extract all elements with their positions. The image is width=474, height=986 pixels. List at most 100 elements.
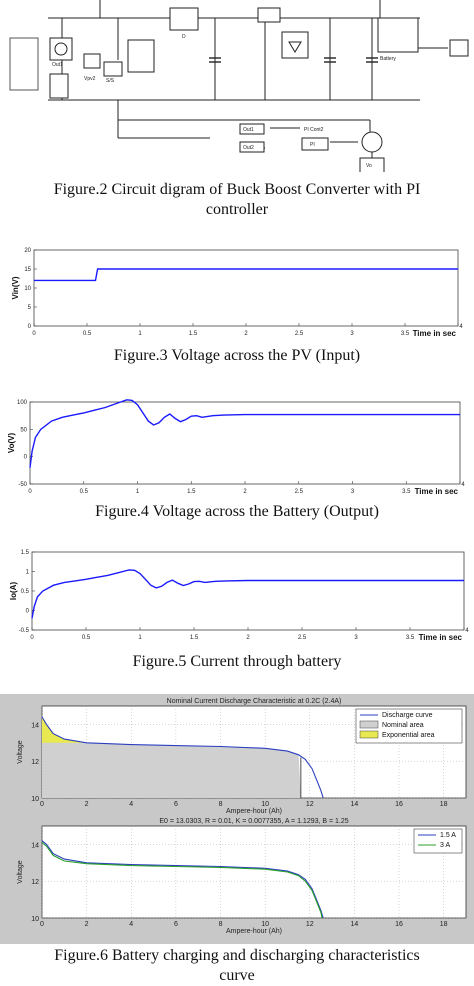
circuit-label-out1: Out1: [52, 62, 63, 68]
figure-5-caption: Figure.5 Current through battery: [132, 653, 342, 670]
circuit-label-pi: PI: [310, 142, 315, 148]
io-chart: 0 0.5 1 1.5 2 2.5 3 3.54-0.500.511.5Io(A)Time i…: [9, 550, 469, 642]
legend-swatch: [359, 720, 379, 729]
x-tick-label: 10: [261, 801, 269, 808]
x-tick-label: 16: [395, 801, 403, 808]
y-tick-label: 0.5: [21, 589, 30, 595]
x-tick-label: 2.5: [295, 331, 304, 337]
plot-frame: [31, 551, 465, 631]
circuit-label-pi-cont2: PI Cont2: [304, 127, 324, 133]
x-tick-label: 3: [354, 635, 358, 641]
x-tick-label: 1.5: [187, 489, 196, 495]
x-tick-label: 14: [351, 801, 359, 808]
series-line: [29, 399, 460, 468]
legend-label: 1.5 A: [440, 832, 456, 839]
circuit-diagram: Out1 Vpv2 S/S D Battery PI Cont2 PI Vo O…: [9, 0, 469, 175]
x-axis-label: Ampere-hour (Ah): [226, 928, 282, 935]
x-tick-label: 2: [243, 489, 247, 495]
x-tick-label: 1: [138, 331, 142, 337]
series-line: [31, 569, 464, 619]
figure-6-caption: Figure.6 Battery charging and dischargin…: [0, 946, 474, 986]
x-tick-label: 1: [136, 489, 140, 495]
x-tick-label: 4: [461, 482, 465, 488]
y-tick-label: 15: [24, 267, 31, 273]
x-tick-label: 14: [351, 921, 359, 928]
x-tick-label: 2: [244, 331, 248, 337]
circuit-label-vpv2: Vpv2: [84, 76, 96, 82]
x-tick-label: 0.5: [82, 635, 91, 641]
y-tick-label: 10: [31, 916, 39, 923]
legend-label: 3 A: [440, 842, 450, 849]
circuit-label-out2: Out2: [243, 145, 254, 151]
x-tick-label: 6: [174, 801, 178, 808]
y-tick-label: 5: [28, 305, 32, 311]
x-tick-label: 2: [246, 635, 250, 641]
y-tick-label: 1: [26, 570, 30, 576]
series-line: [41, 840, 324, 919]
figure-2-caption-line1: Figure.2 Circuit digram of Buck Boost Co…: [53, 181, 421, 198]
y-axis-label: Io(A): [9, 582, 18, 601]
circuit-label-d: D: [182, 34, 186, 40]
x-tick-label: 12: [306, 801, 314, 808]
legend-label: Discharge curve: [382, 712, 433, 719]
y-axis-label: Voltage: [17, 740, 24, 763]
x-tick-label: 0: [40, 921, 44, 928]
x-tick-label: 18: [440, 801, 448, 808]
x-tick-label: 10: [261, 921, 269, 928]
x-tick-label: 2.5: [298, 635, 307, 641]
y-tick-label: 50: [20, 427, 27, 433]
x-tick-label: 0: [28, 489, 32, 495]
y-tick-label: 12: [31, 879, 39, 886]
y-tick-label: -50: [18, 482, 27, 488]
x-axis-label: Ampere-hour (Ah): [226, 808, 282, 815]
y-tick-label: 1.5: [21, 550, 30, 556]
x-tick-label: 3.5: [406, 635, 415, 641]
figure-4-chart: 0 0.5 1 1.5 2 2.5 3 3.5 4 -50 0 50 100 Vo(V) Time in s…: [0, 396, 474, 502]
x-tick-label: 16: [395, 921, 403, 928]
plot-frame: [41, 825, 467, 919]
circuit-label-battery: Battery: [380, 56, 396, 62]
y-tick-label: 10: [31, 796, 39, 803]
x-tick-label: 0: [40, 801, 44, 808]
x-tick-label: 3.5: [401, 331, 410, 337]
y-tick-label: 10: [24, 286, 31, 292]
y-tick-label: 12: [31, 759, 39, 766]
figure-4-caption: Figure.4 Voltage across the Battery (Out…: [95, 503, 379, 520]
y-axis-label: Voltage: [17, 860, 24, 883]
figure-6-caption-line2: curve: [219, 967, 255, 984]
plot-frame: [29, 401, 461, 485]
y-tick-label: 20: [24, 248, 31, 254]
x-axis-label: Time in sec: [415, 487, 459, 496]
x-tick-label: 12: [306, 921, 314, 928]
circuit-label-ss: S/S: [106, 78, 115, 84]
x-tick-label: 3: [351, 489, 355, 495]
exponential-area: [42, 717, 87, 743]
figure-6-caption-line1: Figure.6 Battery charging and dischargin…: [54, 947, 420, 964]
x-tick-label: 1.5: [190, 635, 199, 641]
y-tick-label: 14: [31, 722, 39, 729]
y-axis-label: Vo(V): [7, 433, 16, 454]
x-axis-label: Time in sec: [413, 329, 457, 338]
legend-swatch: [359, 730, 379, 739]
y-tick-label: 14: [31, 842, 39, 849]
x-tick-label: 0: [30, 635, 34, 641]
legend-label: Nominal area: [382, 722, 424, 729]
x-tick-label: 0.5: [83, 331, 92, 337]
x-tick-label: 2: [85, 801, 89, 808]
x-tick-label: 1: [138, 635, 142, 641]
y-tick-label: -0.5: [19, 628, 30, 634]
vin-chart: 0 0.5 1 1.5 2 2.5 3 3.5 4 0 5 10 15 20 Vin(V) Time in s…: [11, 248, 463, 338]
nominal-area: [42, 717, 301, 798]
x-tick-label: 0: [32, 331, 36, 337]
x-tick-label: 6: [174, 921, 178, 928]
x-tick-label: 1.5: [189, 331, 198, 337]
x-tick-label: 8: [219, 921, 223, 928]
legend-label: Exponential area: [382, 732, 435, 739]
figure-3-chart: 0 0.5 1 1.5 2 2.5 3 3.5 4 0 5 10 15 20 Vin(V) Time in s…: [0, 244, 474, 344]
x-tick-label: 4: [129, 921, 133, 928]
x-tick-label: 18: [440, 921, 448, 928]
current-compare-chart: E0 = 13.0303, R = 0.01, K = 0.0077355, A…: [17, 818, 467, 935]
legend-box: [413, 828, 463, 854]
y-tick-label: 0: [24, 455, 28, 461]
